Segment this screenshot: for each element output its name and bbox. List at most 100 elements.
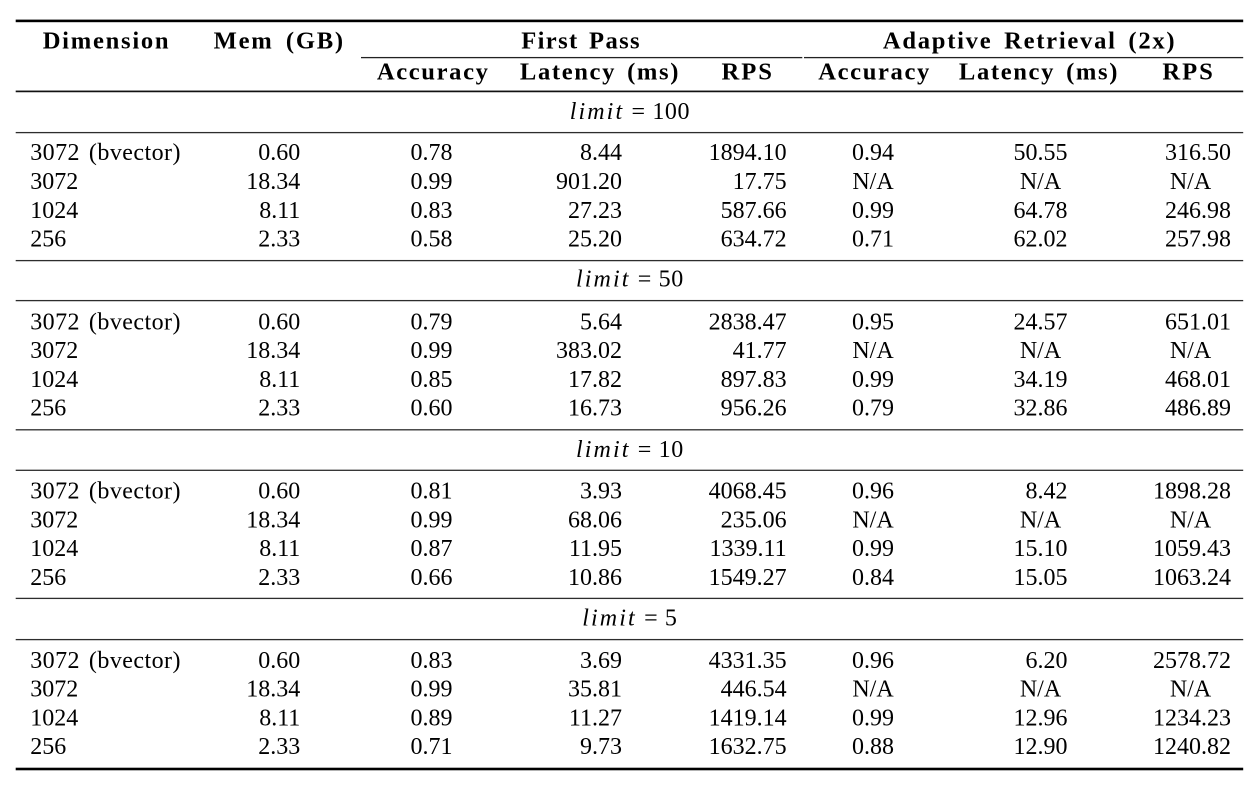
svg-text:0.71: 0.71: [411, 734, 453, 760]
svg-text:0.94: 0.94: [852, 140, 894, 166]
svg-text:0.99: 0.99: [411, 507, 453, 533]
svg-text:1898.28: 1898.28: [1153, 479, 1231, 505]
svg-text:50: 50: [659, 267, 684, 293]
svg-text:5.64: 5.64: [580, 309, 622, 335]
svg-text:383.02: 383.02: [556, 338, 622, 364]
svg-text:15.10: 15.10: [1014, 536, 1068, 562]
svg-text:8.11: 8.11: [259, 198, 300, 224]
svg-text:1894.10: 1894.10: [709, 140, 787, 166]
svg-text:12.96: 12.96: [1014, 705, 1068, 731]
svg-text:901.20: 901.20: [556, 169, 622, 195]
svg-text:1240.82: 1240.82: [1153, 734, 1231, 760]
svg-text:11.27: 11.27: [569, 705, 622, 731]
svg-text:62.02: 62.02: [1014, 227, 1068, 253]
svg-text:N/A: N/A: [852, 169, 894, 195]
svg-text:0.71: 0.71: [852, 227, 894, 253]
svg-text:=: =: [644, 606, 658, 632]
svg-text:3.69: 3.69: [580, 648, 622, 674]
svg-text:2578.72: 2578.72: [1153, 648, 1231, 674]
svg-text:Mem (GB): Mem (GB): [214, 27, 345, 54]
svg-text:12.90: 12.90: [1014, 734, 1068, 760]
svg-text:25.20: 25.20: [568, 227, 622, 253]
svg-text:2.33: 2.33: [258, 396, 300, 422]
svg-text:=: =: [632, 99, 646, 125]
svg-text:468.01: 468.01: [1165, 367, 1231, 393]
svg-text:N/A: N/A: [1020, 677, 1062, 703]
svg-text:limit: limit: [576, 437, 631, 463]
svg-text:N/A: N/A: [852, 507, 894, 533]
svg-text:18.34: 18.34: [246, 507, 300, 533]
svg-text:0.83: 0.83: [411, 198, 453, 224]
svg-text:limit: limit: [582, 606, 637, 632]
svg-text:N/A: N/A: [1020, 507, 1062, 533]
svg-text:10.86: 10.86: [568, 565, 622, 591]
svg-text:0.95: 0.95: [852, 309, 894, 335]
svg-text:Latency (ms): Latency (ms): [520, 59, 680, 86]
svg-text:446.54: 446.54: [721, 677, 787, 703]
svg-text:0.66: 0.66: [411, 565, 453, 591]
svg-text:2.33: 2.33: [258, 734, 300, 760]
svg-text:limit: limit: [576, 267, 631, 293]
svg-text:0.60: 0.60: [258, 479, 300, 505]
svg-text:0.79: 0.79: [411, 309, 453, 335]
svg-text:256: 256: [30, 565, 66, 591]
svg-text:Accuracy: Accuracy: [377, 59, 490, 86]
svg-text:0.78: 0.78: [411, 140, 453, 166]
svg-text:0.60: 0.60: [258, 309, 300, 335]
svg-text:634.72: 634.72: [721, 227, 787, 253]
svg-text:3072: 3072: [30, 677, 78, 703]
svg-text:316.50: 316.50: [1165, 140, 1231, 166]
svg-text:68.06: 68.06: [568, 507, 622, 533]
svg-text:64.78: 64.78: [1014, 198, 1068, 224]
svg-text:256: 256: [30, 734, 66, 760]
svg-text:1419.14: 1419.14: [709, 705, 787, 731]
svg-text:0.84: 0.84: [852, 565, 894, 591]
svg-text:1024: 1024: [30, 705, 78, 731]
svg-text:0.58: 0.58: [411, 227, 453, 253]
svg-text:RPS: RPS: [1162, 59, 1214, 86]
svg-text:0.96: 0.96: [852, 648, 894, 674]
svg-text:41.77: 41.77: [733, 338, 787, 364]
svg-text:=: =: [638, 437, 652, 463]
svg-text:0.99: 0.99: [852, 536, 894, 562]
svg-text:Dimension: Dimension: [43, 27, 171, 54]
svg-text:0.89: 0.89: [411, 705, 453, 731]
svg-text:1059.43: 1059.43: [1153, 536, 1231, 562]
svg-text:N/A: N/A: [1020, 169, 1062, 195]
svg-text:246.98: 246.98: [1165, 198, 1231, 224]
svg-text:1024: 1024: [30, 367, 78, 393]
svg-text:32.86: 32.86: [1014, 396, 1068, 422]
svg-text:3072 (bvector): 3072 (bvector): [30, 309, 181, 335]
svg-text:N/A: N/A: [1170, 169, 1212, 195]
svg-text:0.99: 0.99: [411, 169, 453, 195]
svg-text:17.75: 17.75: [733, 169, 787, 195]
svg-text:256: 256: [30, 396, 66, 422]
svg-text:9.73: 9.73: [580, 734, 622, 760]
svg-text:0.60: 0.60: [258, 648, 300, 674]
svg-text:17.82: 17.82: [568, 367, 622, 393]
svg-text:3072 (bvector): 3072 (bvector): [30, 479, 181, 505]
svg-text:34.19: 34.19: [1014, 367, 1068, 393]
svg-text:3072 (bvector): 3072 (bvector): [30, 140, 181, 166]
svg-text:257.98: 257.98: [1165, 227, 1231, 253]
svg-text:486.89: 486.89: [1165, 396, 1231, 422]
svg-text:3072: 3072: [30, 338, 78, 364]
svg-text:0.99: 0.99: [411, 338, 453, 364]
svg-text:N/A: N/A: [1020, 338, 1062, 364]
svg-text:24.57: 24.57: [1014, 309, 1068, 335]
svg-text:587.66: 587.66: [721, 198, 787, 224]
svg-text:4331.35: 4331.35: [709, 648, 787, 674]
svg-text:18.34: 18.34: [246, 169, 300, 195]
svg-text:0.60: 0.60: [258, 140, 300, 166]
svg-text:0.79: 0.79: [852, 396, 894, 422]
svg-text:1024: 1024: [30, 536, 78, 562]
svg-text:0.60: 0.60: [411, 396, 453, 422]
svg-text:0.85: 0.85: [411, 367, 453, 393]
svg-text:6.20: 6.20: [1026, 648, 1068, 674]
svg-text:1549.27: 1549.27: [709, 565, 787, 591]
svg-text:Adaptive Retrieval (2x): Adaptive Retrieval (2x): [883, 27, 1176, 54]
svg-text:16.73: 16.73: [568, 396, 622, 422]
svg-text:0.99: 0.99: [852, 705, 894, 731]
svg-text:N/A: N/A: [1170, 507, 1212, 533]
svg-text:limit: limit: [570, 99, 625, 125]
